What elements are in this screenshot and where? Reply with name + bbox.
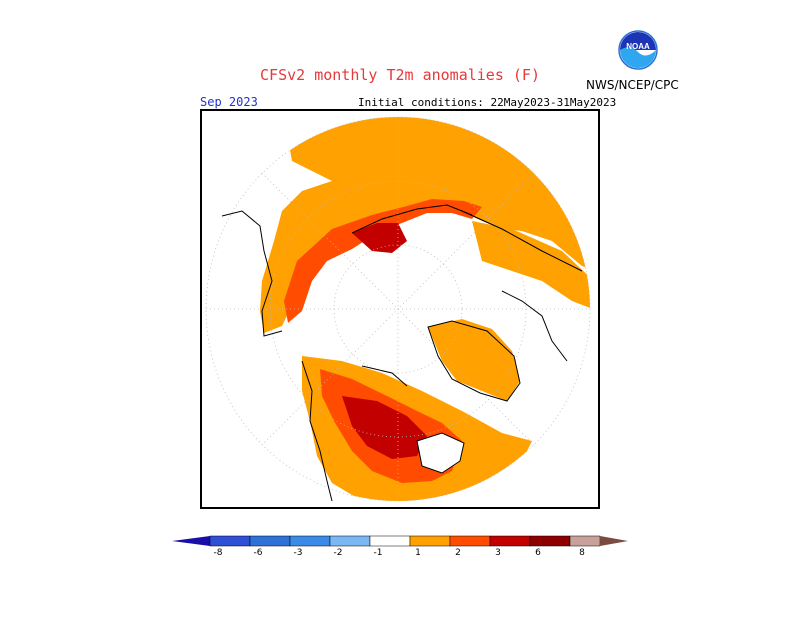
anomaly-region-eurasia [260, 117, 590, 333]
colorbar-bin-8 [489, 535, 531, 547]
colorbar-bin-7 [449, 535, 491, 547]
noaa-logo-icon: NOAA [618, 30, 658, 70]
colorbar-label-8: 3 [495, 548, 501, 558]
anomaly-region-greenland [428, 319, 520, 401]
colorbar-label-1: -8 [213, 548, 223, 558]
colorbar-label-4: -2 [333, 548, 343, 558]
colorbar-bin-10 [569, 535, 601, 547]
colorbar-label-2: -6 [253, 548, 263, 558]
map-canvas [205, 116, 591, 502]
svg-text:NOAA: NOAA [626, 42, 650, 51]
colorbar-bin-3 [289, 535, 331, 547]
colorbar-min-arrow [172, 536, 210, 546]
colorbar-label-3: -3 [293, 548, 303, 558]
colorbar-bin-5 [369, 535, 411, 547]
colorbar [172, 535, 628, 547]
colorbar-label-6: 1 [415, 548, 421, 558]
colorbar-label-7: 2 [455, 548, 461, 558]
colorbar-bin-1 [209, 535, 251, 547]
initial-conditions: Initial conditions: 22May2023-31May2023 [358, 96, 617, 109]
anomaly-region-canada-darkred [342, 396, 427, 459]
map-title: CFSv2 monthly T2m anomalies (F) [260, 66, 540, 84]
colorbar-bin-6 [409, 535, 451, 547]
hudson-bay-neutral [417, 433, 464, 473]
anomaly-region-siberia-red [284, 199, 482, 323]
anomaly-region-pacific [472, 221, 590, 311]
agency-label: NWS/NCEP/CPC [586, 78, 679, 92]
target-month: Sep 2023 [200, 95, 258, 109]
colorbar-bin-4 [329, 535, 371, 547]
colorbar-label-9: 6 [535, 548, 541, 558]
colorbar-max-arrow [600, 536, 628, 546]
polar-anomaly-map [200, 109, 600, 509]
colorbar-label-5: -1 [373, 548, 383, 558]
colorbar-label-10: 8 [579, 548, 585, 558]
colorbar-bin-9 [529, 535, 571, 547]
colorbar-bin-2 [249, 535, 291, 547]
